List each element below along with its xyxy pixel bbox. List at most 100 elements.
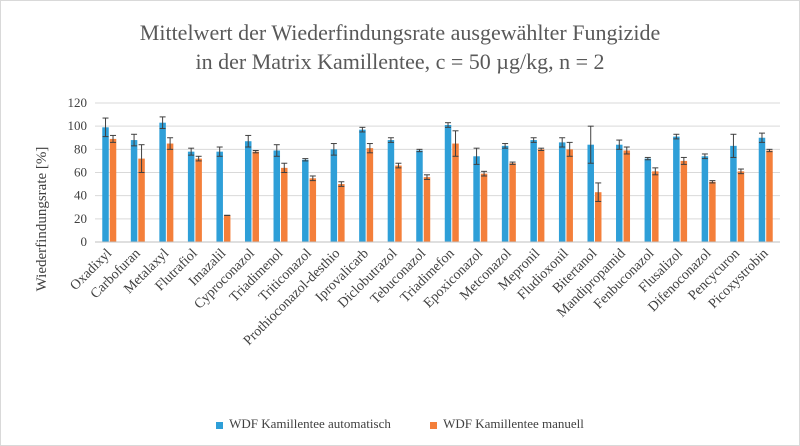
error-bar bbox=[366, 143, 373, 154]
bar-automatisch bbox=[558, 142, 566, 242]
legend-label-automatisch: WDF Kamillentee automatisch bbox=[229, 416, 391, 431]
error-bar bbox=[737, 168, 744, 175]
bar-automatisch bbox=[587, 144, 594, 242]
bar-automatisch bbox=[102, 127, 109, 242]
y-tick-label: 80 bbox=[74, 141, 87, 156]
legend-item-automatisch: WDF Kamillentee automatisch bbox=[216, 416, 391, 432]
error-bar bbox=[701, 153, 708, 160]
bar-manuell bbox=[537, 149, 545, 242]
y-axis-label: Wiederfindungsrate [%] bbox=[34, 147, 50, 292]
bar-automatisch bbox=[444, 125, 452, 242]
error-bar bbox=[416, 148, 423, 153]
error-bars bbox=[102, 116, 773, 216]
bar-manuell bbox=[737, 171, 745, 242]
error-bar bbox=[188, 147, 195, 156]
bar-manuell bbox=[338, 184, 345, 242]
error-bar bbox=[616, 139, 623, 150]
error-bar bbox=[652, 167, 659, 176]
error-bar bbox=[252, 149, 259, 154]
error-bar bbox=[216, 146, 223, 157]
bar-manuell bbox=[395, 165, 402, 242]
bar-manuell bbox=[509, 163, 516, 242]
bar-automatisch bbox=[501, 145, 509, 242]
error-bar bbox=[359, 126, 366, 133]
bar-manuell bbox=[166, 143, 174, 242]
bar-automatisch bbox=[616, 144, 623, 242]
bar-automatisch bbox=[758, 137, 766, 242]
error-bar bbox=[587, 125, 594, 164]
error-bar bbox=[644, 156, 651, 161]
bar-automatisch bbox=[416, 150, 423, 242]
y-tick-label: 0 bbox=[81, 234, 88, 249]
bar-automatisch bbox=[387, 140, 395, 242]
bar-automatisch bbox=[130, 140, 138, 242]
error-bar bbox=[330, 143, 337, 156]
error-bar bbox=[387, 137, 394, 143]
error-bar bbox=[758, 132, 765, 143]
error-bar bbox=[530, 137, 537, 143]
bar-automatisch bbox=[359, 129, 366, 242]
error-bar bbox=[338, 181, 345, 187]
error-bar bbox=[730, 133, 737, 158]
bar-manuell bbox=[109, 138, 117, 242]
error-bar bbox=[766, 148, 773, 153]
bar-automatisch bbox=[244, 141, 252, 242]
bar-manuell bbox=[766, 150, 773, 242]
bar-automatisch bbox=[159, 122, 166, 242]
bar-manuell bbox=[252, 151, 259, 242]
bar-manuell bbox=[623, 150, 631, 242]
error-bar bbox=[423, 174, 430, 180]
error-bar bbox=[473, 147, 480, 165]
bar-automatisch bbox=[302, 159, 309, 242]
error-bar bbox=[102, 117, 109, 138]
bar-manuell bbox=[223, 215, 231, 242]
y-tick-label: 60 bbox=[74, 165, 87, 180]
bar-automatisch bbox=[530, 140, 537, 242]
error-bar bbox=[195, 155, 202, 162]
bar-manuell bbox=[709, 181, 716, 242]
error-bar bbox=[110, 134, 117, 143]
error-bar bbox=[167, 137, 174, 150]
chart-title-line-1: Mittelwert der Wiederfindungsrate ausgew… bbox=[139, 20, 661, 45]
y-tick-label: 40 bbox=[74, 188, 87, 203]
bar-automatisch bbox=[473, 156, 480, 242]
error-bar bbox=[502, 143, 509, 149]
legend-swatch-automatisch bbox=[216, 421, 224, 429]
bar-manuell bbox=[309, 178, 317, 242]
error-bar bbox=[709, 180, 716, 184]
error-bar bbox=[623, 146, 630, 155]
error-bar bbox=[559, 137, 566, 148]
y-tick-label: 20 bbox=[74, 211, 87, 226]
error-bar bbox=[445, 122, 452, 128]
error-bar bbox=[481, 170, 488, 177]
bar-automatisch bbox=[216, 151, 223, 242]
error-bar bbox=[509, 161, 516, 165]
bar-automatisch bbox=[673, 136, 680, 242]
bar-manuell bbox=[281, 167, 288, 242]
error-bar bbox=[138, 144, 145, 173]
error-bar bbox=[273, 144, 280, 157]
bar-automatisch bbox=[330, 149, 338, 242]
error-bar bbox=[245, 134, 252, 148]
legend-swatch-manuell bbox=[430, 421, 438, 429]
error-bar bbox=[281, 162, 288, 173]
error-bar bbox=[159, 116, 166, 129]
bars bbox=[102, 122, 773, 242]
legend: WDF Kamillentee automatisch WDF Kamillen… bbox=[0, 416, 800, 432]
bar-manuell bbox=[452, 143, 459, 242]
bar-automatisch bbox=[273, 150, 281, 242]
bar-manuell bbox=[195, 158, 202, 242]
bar-automatisch bbox=[644, 158, 652, 242]
y-tick-label: 100 bbox=[68, 118, 88, 133]
chart-title-line-2: in der Matrix Kamillentee, c = 50 µg/kg,… bbox=[195, 49, 605, 74]
bar-automatisch bbox=[187, 151, 195, 242]
bar-manuell bbox=[366, 148, 374, 242]
bar-manuell bbox=[594, 192, 602, 242]
bar-manuell bbox=[566, 149, 573, 242]
error-bar bbox=[538, 147, 545, 151]
error-bar bbox=[395, 162, 402, 169]
y-tick-label: 120 bbox=[68, 95, 88, 110]
legend-label-manuell: WDF Kamillentee manuell bbox=[443, 416, 584, 431]
bar-manuell bbox=[138, 158, 145, 242]
